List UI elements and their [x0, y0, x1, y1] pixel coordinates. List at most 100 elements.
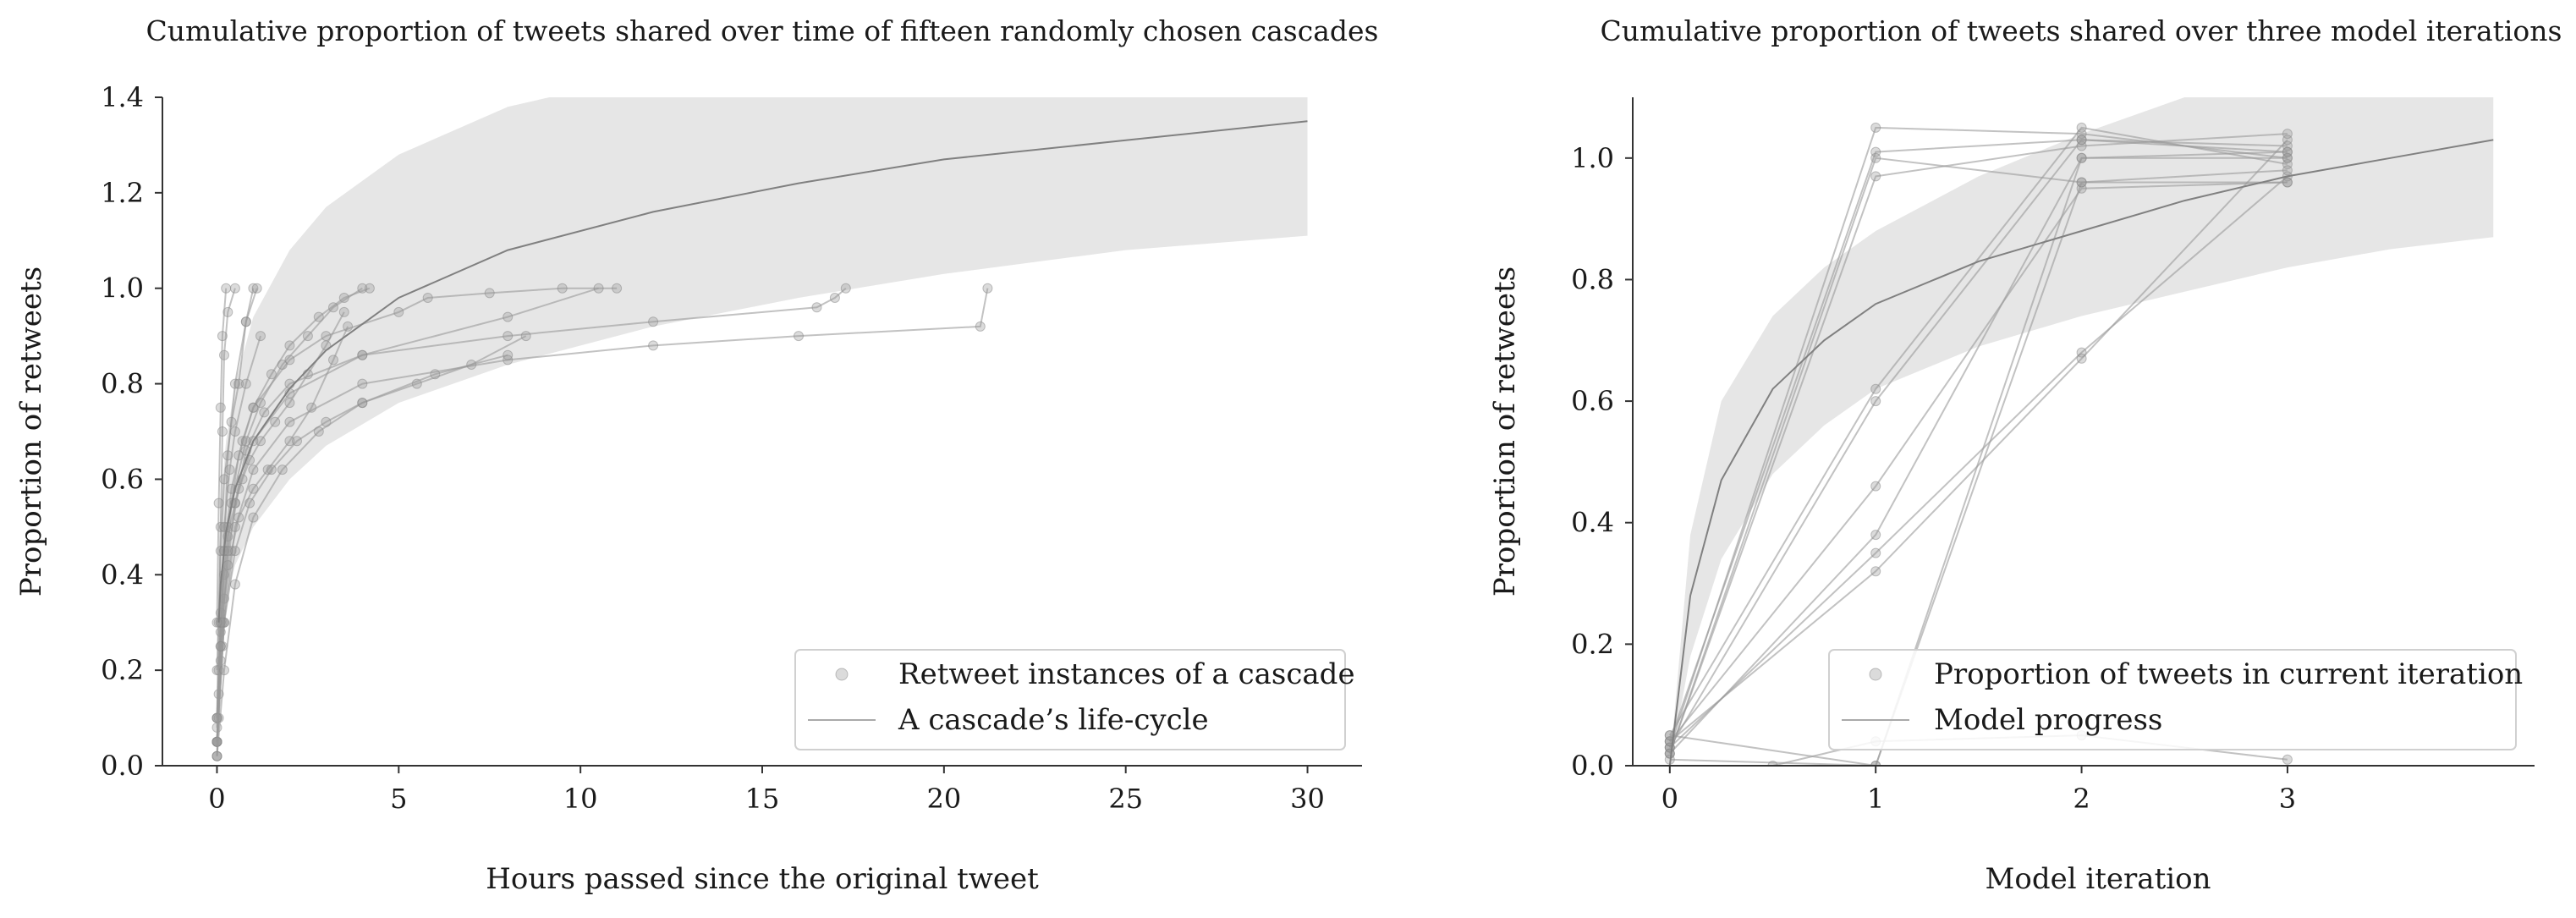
left-data-point: [284, 436, 295, 447]
left-series-line: [216, 335, 527, 742]
left-data-point: [219, 474, 229, 485]
left-data-point: [221, 283, 232, 294]
left-data-point: [211, 617, 222, 628]
left-y-tick-label: 0.6: [101, 463, 144, 495]
left-x-tick-label: 5: [390, 783, 407, 815]
right-data-point: [1870, 152, 1881, 163]
right-legend: Proportion of tweets in current iteratio…: [1828, 649, 2523, 750]
left-data-point: [229, 378, 240, 389]
right-confidence-band: [1669, 97, 2494, 766]
right-data-point: [2282, 146, 2293, 157]
right-y-axis-label: Proportion of retweets: [1488, 267, 1522, 596]
left-data-point: [484, 288, 495, 299]
left-data-point: [215, 640, 226, 651]
right-data-point: [1870, 530, 1881, 541]
right-data-point: [1870, 761, 1881, 766]
left-data-point: [840, 283, 851, 294]
left-data-point: [503, 311, 514, 322]
left-data-point: [503, 331, 514, 342]
left-data-point: [612, 283, 623, 294]
left-series-line: [216, 288, 989, 742]
left-legend-entry-line: A cascade’s life-cycle: [898, 703, 1209, 737]
right-x-tick-label: 0: [1661, 783, 1678, 815]
left-legend-entry-points: Retweet instances of a cascade: [898, 657, 1355, 691]
right-legend-entry-points: Proportion of tweets in current iteratio…: [1934, 657, 2523, 691]
right-data-point: [2282, 177, 2293, 188]
left-data-point: [219, 665, 229, 676]
left-data-point: [313, 311, 324, 322]
left-data-point: [255, 436, 266, 447]
left-data-point: [229, 283, 240, 294]
left-chart-title: Cumulative proportion of tweets shared o…: [146, 14, 1379, 47]
right-legend-entry-line: Model progress: [1934, 703, 2162, 737]
left-data-point: [328, 302, 338, 313]
right-data-point: [2076, 353, 2087, 364]
right-y-tick-label: 1.0: [1571, 142, 1614, 174]
right-trend-line: [1668, 139, 2494, 766]
right-chart-panel: Cumulative proportion of tweets shared o…: [1488, 14, 2562, 896]
left-legend-marker: [835, 668, 849, 681]
left-data-point: [217, 331, 228, 342]
left-data-point: [503, 349, 514, 360]
right-series-line: [1669, 151, 2288, 766]
right-data-point: [1767, 761, 1778, 766]
left-data-point: [240, 316, 251, 327]
left-y-tick-label: 1.2: [101, 177, 144, 209]
right-series-line: [1668, 133, 2288, 754]
right-series-line: [1668, 139, 2288, 749]
left-data-point: [277, 464, 288, 475]
left-data-point: [284, 416, 295, 427]
left-data-point: [248, 512, 259, 523]
right-data-point: [2076, 177, 2087, 188]
right-y-tick-label: 0.2: [1571, 628, 1614, 660]
left-legend-box: [794, 649, 1346, 750]
left-data-point: [593, 283, 604, 294]
right-data-point: [1870, 481, 1881, 492]
left-data-point: [357, 283, 368, 294]
left-y-tick-label: 0.4: [101, 558, 144, 591]
left-data-point: [215, 402, 226, 413]
left-x-tick-label: 30: [1290, 783, 1325, 815]
right-y-tick-label: 0.6: [1571, 385, 1614, 417]
left-series-line: [216, 287, 618, 718]
left-data-point: [270, 416, 281, 427]
left-y-tick-label: 1.0: [101, 272, 144, 305]
right-x-axis-label: Model iteration: [1986, 862, 2211, 896]
right-series-line: [1669, 169, 2288, 766]
right-chart-title: Cumulative proportion of tweets shared o…: [1601, 14, 2562, 47]
left-data-point: [217, 426, 228, 437]
left-data-point: [357, 378, 368, 389]
left-data-point: [292, 436, 302, 447]
left-data-point: [648, 340, 659, 351]
left-confidence-band: [218, 97, 1308, 680]
left-x-tick-label: 15: [745, 783, 780, 815]
left-y-tick-label: 0.2: [101, 654, 144, 686]
left-data-point: [255, 398, 266, 409]
right-legend-box: [1828, 649, 2517, 750]
right-y-tick-label: 0.8: [1571, 263, 1614, 295]
right-data-point: [2076, 122, 2087, 133]
right-x-tick-label: 2: [2073, 783, 2090, 815]
right-data-point: [2076, 135, 2087, 146]
right-series-line: [1669, 139, 2288, 743]
left-plot-area: [211, 97, 1308, 761]
left-data-point: [302, 331, 313, 342]
left-data-point: [338, 306, 349, 317]
right-data-point: [1870, 383, 1881, 394]
left-data-point: [393, 306, 404, 317]
left-y-tick-label: 1.4: [101, 81, 144, 113]
left-y-tick-label: 0.8: [101, 368, 144, 400]
right-data-point: [1870, 122, 1881, 133]
right-data-point: [1664, 730, 1675, 741]
left-data-point: [222, 546, 233, 557]
right-data-point: [1870, 396, 1881, 407]
left-data-point: [357, 398, 368, 409]
left-series-line: [216, 354, 508, 756]
left-data-point: [321, 331, 332, 342]
left-data-point: [248, 483, 259, 494]
left-x-tick-label: 20: [926, 783, 961, 815]
right-data-point: [1870, 171, 1881, 182]
right-series-line: [1668, 126, 2288, 736]
